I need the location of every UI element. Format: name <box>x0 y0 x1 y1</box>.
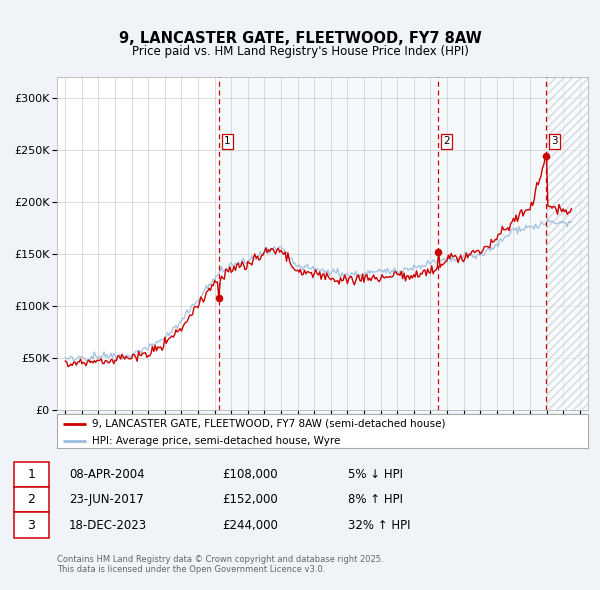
Text: £108,000: £108,000 <box>222 468 278 481</box>
Text: £244,000: £244,000 <box>222 519 278 532</box>
Text: 1: 1 <box>224 136 231 146</box>
Text: 8% ↑ HPI: 8% ↑ HPI <box>348 493 403 506</box>
Text: 5% ↓ HPI: 5% ↓ HPI <box>348 468 403 481</box>
Point <box>541 151 551 160</box>
Text: HPI: Average price, semi-detached house, Wyre: HPI: Average price, semi-detached house,… <box>92 436 340 446</box>
Bar <box>546 77 588 410</box>
Text: 1: 1 <box>27 468 35 481</box>
Point <box>214 293 224 302</box>
Text: 3: 3 <box>27 519 35 532</box>
Bar <box>219 77 588 410</box>
Text: Contains HM Land Registry data © Crown copyright and database right 2025.: Contains HM Land Registry data © Crown c… <box>57 555 383 564</box>
Text: 9, LANCASTER GATE, FLEETWOOD, FY7 8AW: 9, LANCASTER GATE, FLEETWOOD, FY7 8AW <box>119 31 481 47</box>
Text: 23-JUN-2017: 23-JUN-2017 <box>69 493 144 506</box>
Text: 2: 2 <box>443 136 450 146</box>
Text: 2: 2 <box>27 493 35 506</box>
Text: £152,000: £152,000 <box>222 493 278 506</box>
Text: 3: 3 <box>551 136 557 146</box>
Text: Price paid vs. HM Land Registry's House Price Index (HPI): Price paid vs. HM Land Registry's House … <box>131 45 469 58</box>
Text: This data is licensed under the Open Government Licence v3.0.: This data is licensed under the Open Gov… <box>57 565 325 575</box>
Text: 32% ↑ HPI: 32% ↑ HPI <box>348 519 410 532</box>
Text: 08-APR-2004: 08-APR-2004 <box>69 468 145 481</box>
Bar <box>546 77 588 410</box>
Point <box>433 247 443 257</box>
Text: 18-DEC-2023: 18-DEC-2023 <box>69 519 147 532</box>
Bar <box>546 77 588 410</box>
Text: 9, LANCASTER GATE, FLEETWOOD, FY7 8AW (semi-detached house): 9, LANCASTER GATE, FLEETWOOD, FY7 8AW (s… <box>92 419 445 429</box>
